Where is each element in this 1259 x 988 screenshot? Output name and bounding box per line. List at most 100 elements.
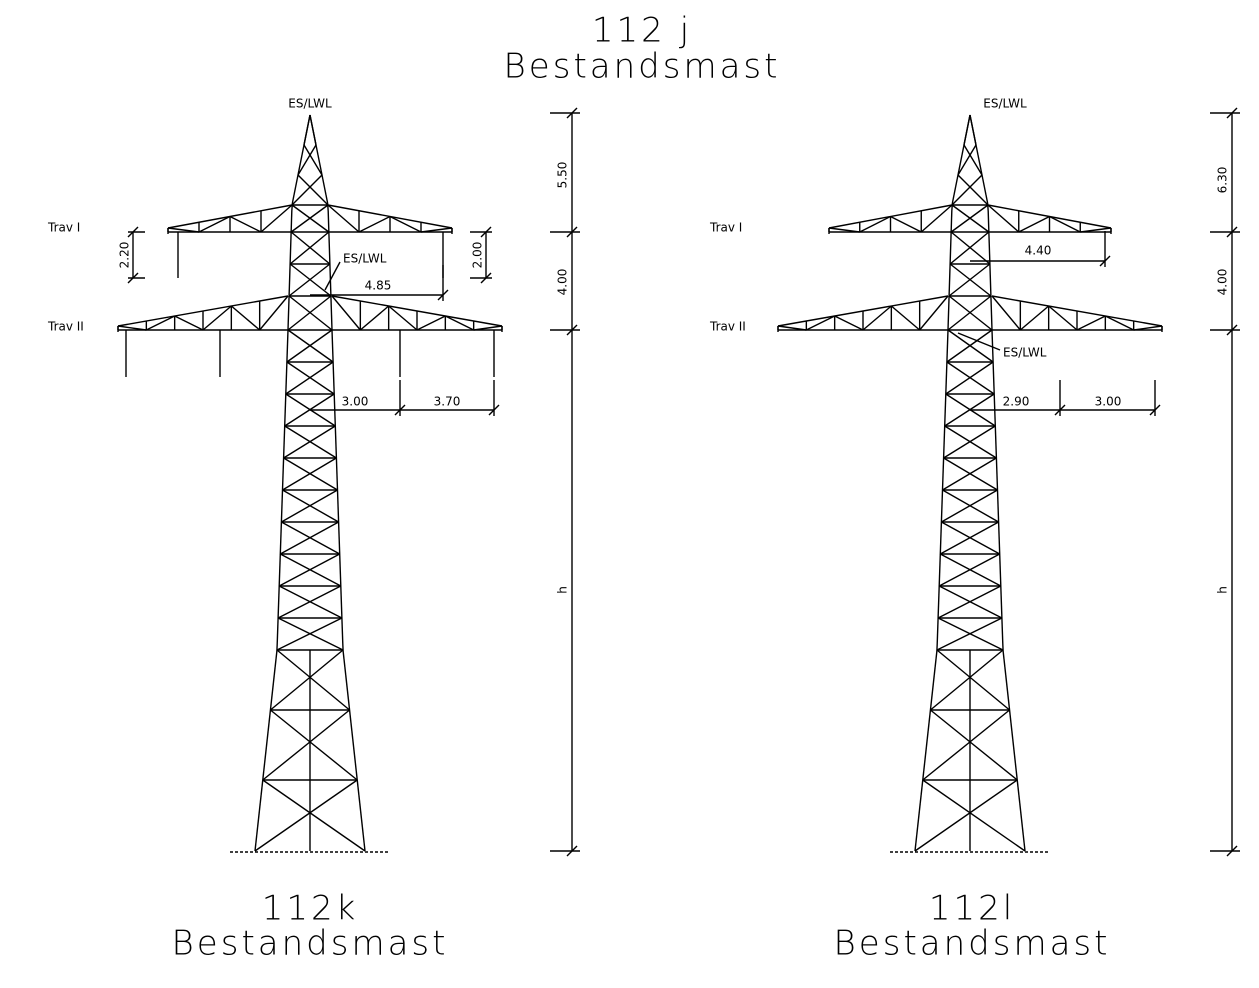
dim-label: 4.00: [556, 269, 570, 296]
member: [921, 205, 952, 232]
member: [988, 205, 1019, 232]
leg: [983, 179, 985, 187]
leg: [313, 131, 315, 139]
leg: [936, 651, 937, 659]
leg: [981, 171, 983, 179]
leg: [926, 739, 927, 747]
dim-label: 4.40: [1025, 244, 1052, 258]
leg: [316, 147, 318, 155]
brace: [263, 780, 365, 851]
leg: [262, 779, 263, 787]
member: [1077, 316, 1105, 330]
leg: [922, 779, 923, 787]
leg: [267, 731, 268, 739]
es-lwl-label: ES/LWL: [1003, 346, 1047, 360]
leg: [962, 147, 964, 155]
leg: [324, 187, 326, 195]
leg: [276, 651, 277, 659]
leg: [1024, 843, 1025, 851]
leg: [359, 795, 360, 803]
leg: [928, 723, 929, 731]
leg: [919, 811, 920, 819]
leg: [1007, 683, 1008, 691]
es-lwl-label: ES/LWL: [343, 252, 387, 266]
leg: [986, 195, 988, 203]
leg: [1013, 739, 1014, 747]
leg: [1015, 763, 1016, 771]
brace: [270, 650, 343, 710]
leg: [933, 683, 934, 691]
leg: [353, 739, 354, 747]
leg: [320, 163, 322, 171]
leg: [980, 163, 982, 171]
leg: [347, 691, 348, 699]
leg: [348, 699, 349, 707]
leg: [299, 163, 301, 171]
leg: [1003, 651, 1004, 659]
leg: [967, 123, 969, 131]
member: [328, 205, 359, 232]
leg: [934, 667, 935, 675]
leg: [954, 187, 956, 195]
leg: [326, 195, 328, 203]
leg: [263, 771, 264, 779]
trav-label: Trav II: [47, 320, 84, 334]
leg: [347, 683, 348, 691]
member: [230, 217, 261, 233]
leg: [275, 659, 276, 667]
leg: [933, 675, 934, 683]
leg: [1011, 723, 1012, 731]
leg: [354, 747, 355, 755]
member: [261, 205, 292, 232]
leg: [926, 747, 927, 755]
leg: [965, 131, 967, 139]
leg: [918, 819, 919, 827]
dim-label: h: [1216, 586, 1230, 594]
leg: [302, 147, 304, 155]
leg: [297, 171, 299, 179]
leg: [935, 659, 936, 667]
leg: [308, 115, 310, 123]
leg: [960, 155, 962, 163]
leg: [265, 755, 266, 763]
leg: [1017, 779, 1018, 787]
member: [920, 296, 948, 330]
leg: [927, 731, 928, 739]
brace: [923, 780, 1025, 851]
leg: [257, 827, 258, 835]
leg: [357, 779, 358, 787]
leg: [296, 179, 298, 187]
leg: [323, 179, 325, 187]
member: [260, 296, 288, 330]
leg: [1005, 667, 1006, 675]
brace: [930, 650, 1003, 710]
dim-label: 4.00: [1216, 269, 1230, 296]
leg: [976, 147, 978, 155]
leg: [312, 123, 314, 131]
leg: [300, 155, 302, 163]
leg: [972, 123, 974, 131]
brace: [923, 710, 1010, 780]
leg: [929, 715, 930, 723]
leg: [932, 691, 933, 699]
member: [1020, 306, 1048, 330]
leg: [268, 723, 269, 731]
leg: [305, 131, 307, 139]
dim-label: 4.85: [365, 279, 392, 293]
leg: [1021, 819, 1022, 827]
leg: [351, 723, 352, 731]
leg: [318, 155, 320, 163]
leg: [973, 131, 975, 139]
leg: [1016, 771, 1017, 779]
leg: [915, 843, 916, 851]
leg: [270, 707, 271, 715]
leg: [968, 115, 970, 123]
dim-label: 3.70: [434, 395, 461, 409]
leg: [358, 787, 359, 795]
dim-label: 3.00: [342, 395, 369, 409]
leg: [1009, 707, 1010, 715]
dim-label: 3.00: [1095, 395, 1122, 409]
leg: [1014, 755, 1015, 763]
leg: [921, 787, 922, 795]
leg: [255, 843, 256, 851]
